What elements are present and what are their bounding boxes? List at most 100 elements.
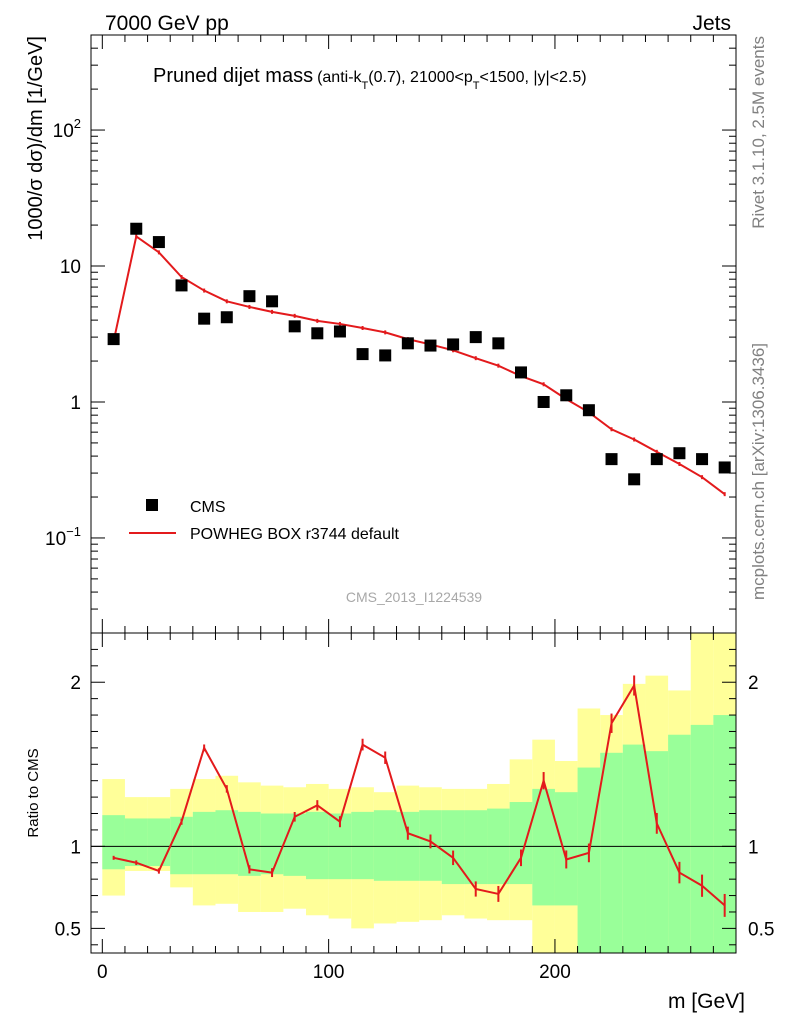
inner-band-bin bbox=[622, 744, 646, 953]
cms-point bbox=[288, 320, 301, 333]
cms-point bbox=[469, 331, 482, 344]
main-y-tick-base: 10 bbox=[45, 529, 66, 550]
cms-point bbox=[582, 404, 595, 417]
inner-band-bin bbox=[306, 811, 329, 880]
ratio-mc-line bbox=[113, 682, 726, 907]
inner-band-bin bbox=[713, 715, 736, 953]
legend-mc-label: POWHEG BOX r3744 default bbox=[190, 526, 400, 543]
cms-point bbox=[311, 327, 324, 340]
main-y-tick-base: 1 bbox=[70, 393, 81, 414]
cms-point bbox=[628, 473, 641, 486]
cms-point bbox=[220, 311, 233, 324]
legend-cms-marker bbox=[146, 499, 158, 511]
cms-point bbox=[515, 366, 527, 379]
x-axis-label: m [GeV] bbox=[668, 990, 745, 1013]
rivet-version-label: Rivet 3.1.10, 2.5M events bbox=[749, 36, 768, 229]
mc-line bbox=[112, 234, 726, 495]
inner-band-bin bbox=[351, 811, 374, 880]
inner-band-bin bbox=[464, 810, 488, 885]
cms-point bbox=[492, 337, 505, 350]
ratio-y-tick-label-right: 1 bbox=[748, 837, 759, 858]
inner-band-bin bbox=[124, 818, 148, 867]
inner-band-bin bbox=[690, 724, 714, 953]
inner-band-bin bbox=[532, 788, 555, 906]
cms-point bbox=[673, 447, 686, 460]
cms-point bbox=[605, 453, 618, 466]
inner-band-bin bbox=[668, 734, 691, 953]
plot-title-line: Pruned dijet mass (anti-kT(0.7), 21000<pT… bbox=[153, 65, 587, 92]
x-tick-label: 100 bbox=[313, 962, 345, 983]
inner-band-bin bbox=[509, 802, 533, 885]
main-y-tick-label: 10−1 bbox=[45, 524, 81, 550]
ratio-axis-ticks: 2 2 1 1 0.5 0.5 0 100 200 bbox=[55, 633, 774, 983]
inner-band-bin bbox=[147, 818, 171, 867]
main-y-axis-label: 1000/σ dσ)/dm [1/GeV] bbox=[25, 36, 47, 241]
inner-band-bin bbox=[441, 810, 465, 885]
cms-point bbox=[424, 339, 437, 352]
inner-band-bin bbox=[102, 815, 125, 870]
mcplots-label: mcplots.cern.ch [arXiv:1306.3436] bbox=[749, 343, 768, 600]
subtitle-b: (0.7), 21000<p bbox=[368, 69, 473, 86]
inner-band-bin bbox=[600, 752, 623, 953]
subtitle-b-sub: T bbox=[473, 80, 480, 92]
plot-title: Pruned dijet mass bbox=[153, 65, 313, 87]
cms-point bbox=[333, 325, 346, 338]
mc-series-ratio bbox=[112, 675, 726, 917]
main-y-tick-label: 10 bbox=[60, 257, 81, 278]
main-frame bbox=[90, 34, 737, 634]
cms-point bbox=[696, 453, 709, 466]
main-y-tick-label: 102 bbox=[53, 116, 81, 142]
ratio-uncertainty-bands bbox=[102, 633, 736, 953]
cms-point bbox=[243, 290, 256, 303]
energy-label: 7000 GeV pp bbox=[105, 12, 229, 35]
inner-band-bin bbox=[260, 813, 284, 875]
ratio-frame bbox=[90, 632, 737, 954]
ratio-y-tick-label-right: 2 bbox=[748, 673, 759, 694]
cms-point bbox=[560, 389, 573, 402]
inner-band-bin bbox=[238, 811, 261, 876]
x-tick-label: 200 bbox=[539, 962, 571, 983]
cms-point bbox=[175, 279, 188, 292]
cms-point bbox=[152, 236, 165, 249]
cms-point bbox=[447, 338, 460, 351]
ratio-y-tick-label-left: 0.5 bbox=[55, 919, 81, 940]
inner-band-bin bbox=[192, 811, 216, 875]
subtitle-a-sub: T bbox=[362, 80, 369, 92]
cms-series-main bbox=[107, 222, 731, 486]
process-label: Jets bbox=[692, 12, 731, 35]
main-y-tick-label: 1 bbox=[70, 393, 81, 414]
ratio-y-tick-label-left: 2 bbox=[70, 673, 81, 694]
cms-point bbox=[379, 349, 392, 362]
cms-point bbox=[107, 333, 120, 346]
legend: CMS POWHEG BOX r3744 default bbox=[129, 499, 400, 543]
cms-point bbox=[198, 312, 211, 325]
cms-point bbox=[650, 453, 663, 466]
subtitle-a: (anti-k bbox=[317, 69, 362, 86]
ratio-y-axis-label: Ratio to CMS bbox=[25, 748, 42, 837]
inner-band-bin bbox=[554, 792, 578, 906]
main-y-tick-base: 10 bbox=[60, 257, 81, 278]
x-tick-label: 0 bbox=[97, 962, 108, 983]
cms-point bbox=[718, 461, 731, 474]
legend-cms-label: CMS bbox=[190, 499, 226, 516]
inner-band-bin bbox=[645, 751, 669, 953]
cms-point bbox=[537, 395, 550, 408]
inner-band-bin bbox=[283, 813, 306, 876]
ratio-plot-panel: 2 2 1 1 0.5 0.5 0 100 200 Ratio to CMS m [GeV] bbox=[25, 632, 774, 1013]
cms-point bbox=[130, 222, 143, 235]
cms-point bbox=[401, 337, 414, 350]
subtitle-c: <1500, |y|<2.5) bbox=[480, 69, 587, 86]
cms-point bbox=[266, 295, 279, 308]
main-y-tick-exponent: 2 bbox=[74, 116, 81, 131]
inner-band-bin bbox=[170, 816, 193, 875]
inner-band-bin bbox=[373, 810, 397, 881]
inner-band-bin bbox=[215, 810, 239, 875]
cms-point bbox=[356, 348, 369, 361]
mc-series-main bbox=[112, 234, 726, 497]
ratio-y-tick-label-right: 0.5 bbox=[748, 919, 774, 940]
ratio-y-tick-label-left: 1 bbox=[70, 837, 81, 858]
main-y-tick-exponent: −1 bbox=[66, 524, 81, 539]
